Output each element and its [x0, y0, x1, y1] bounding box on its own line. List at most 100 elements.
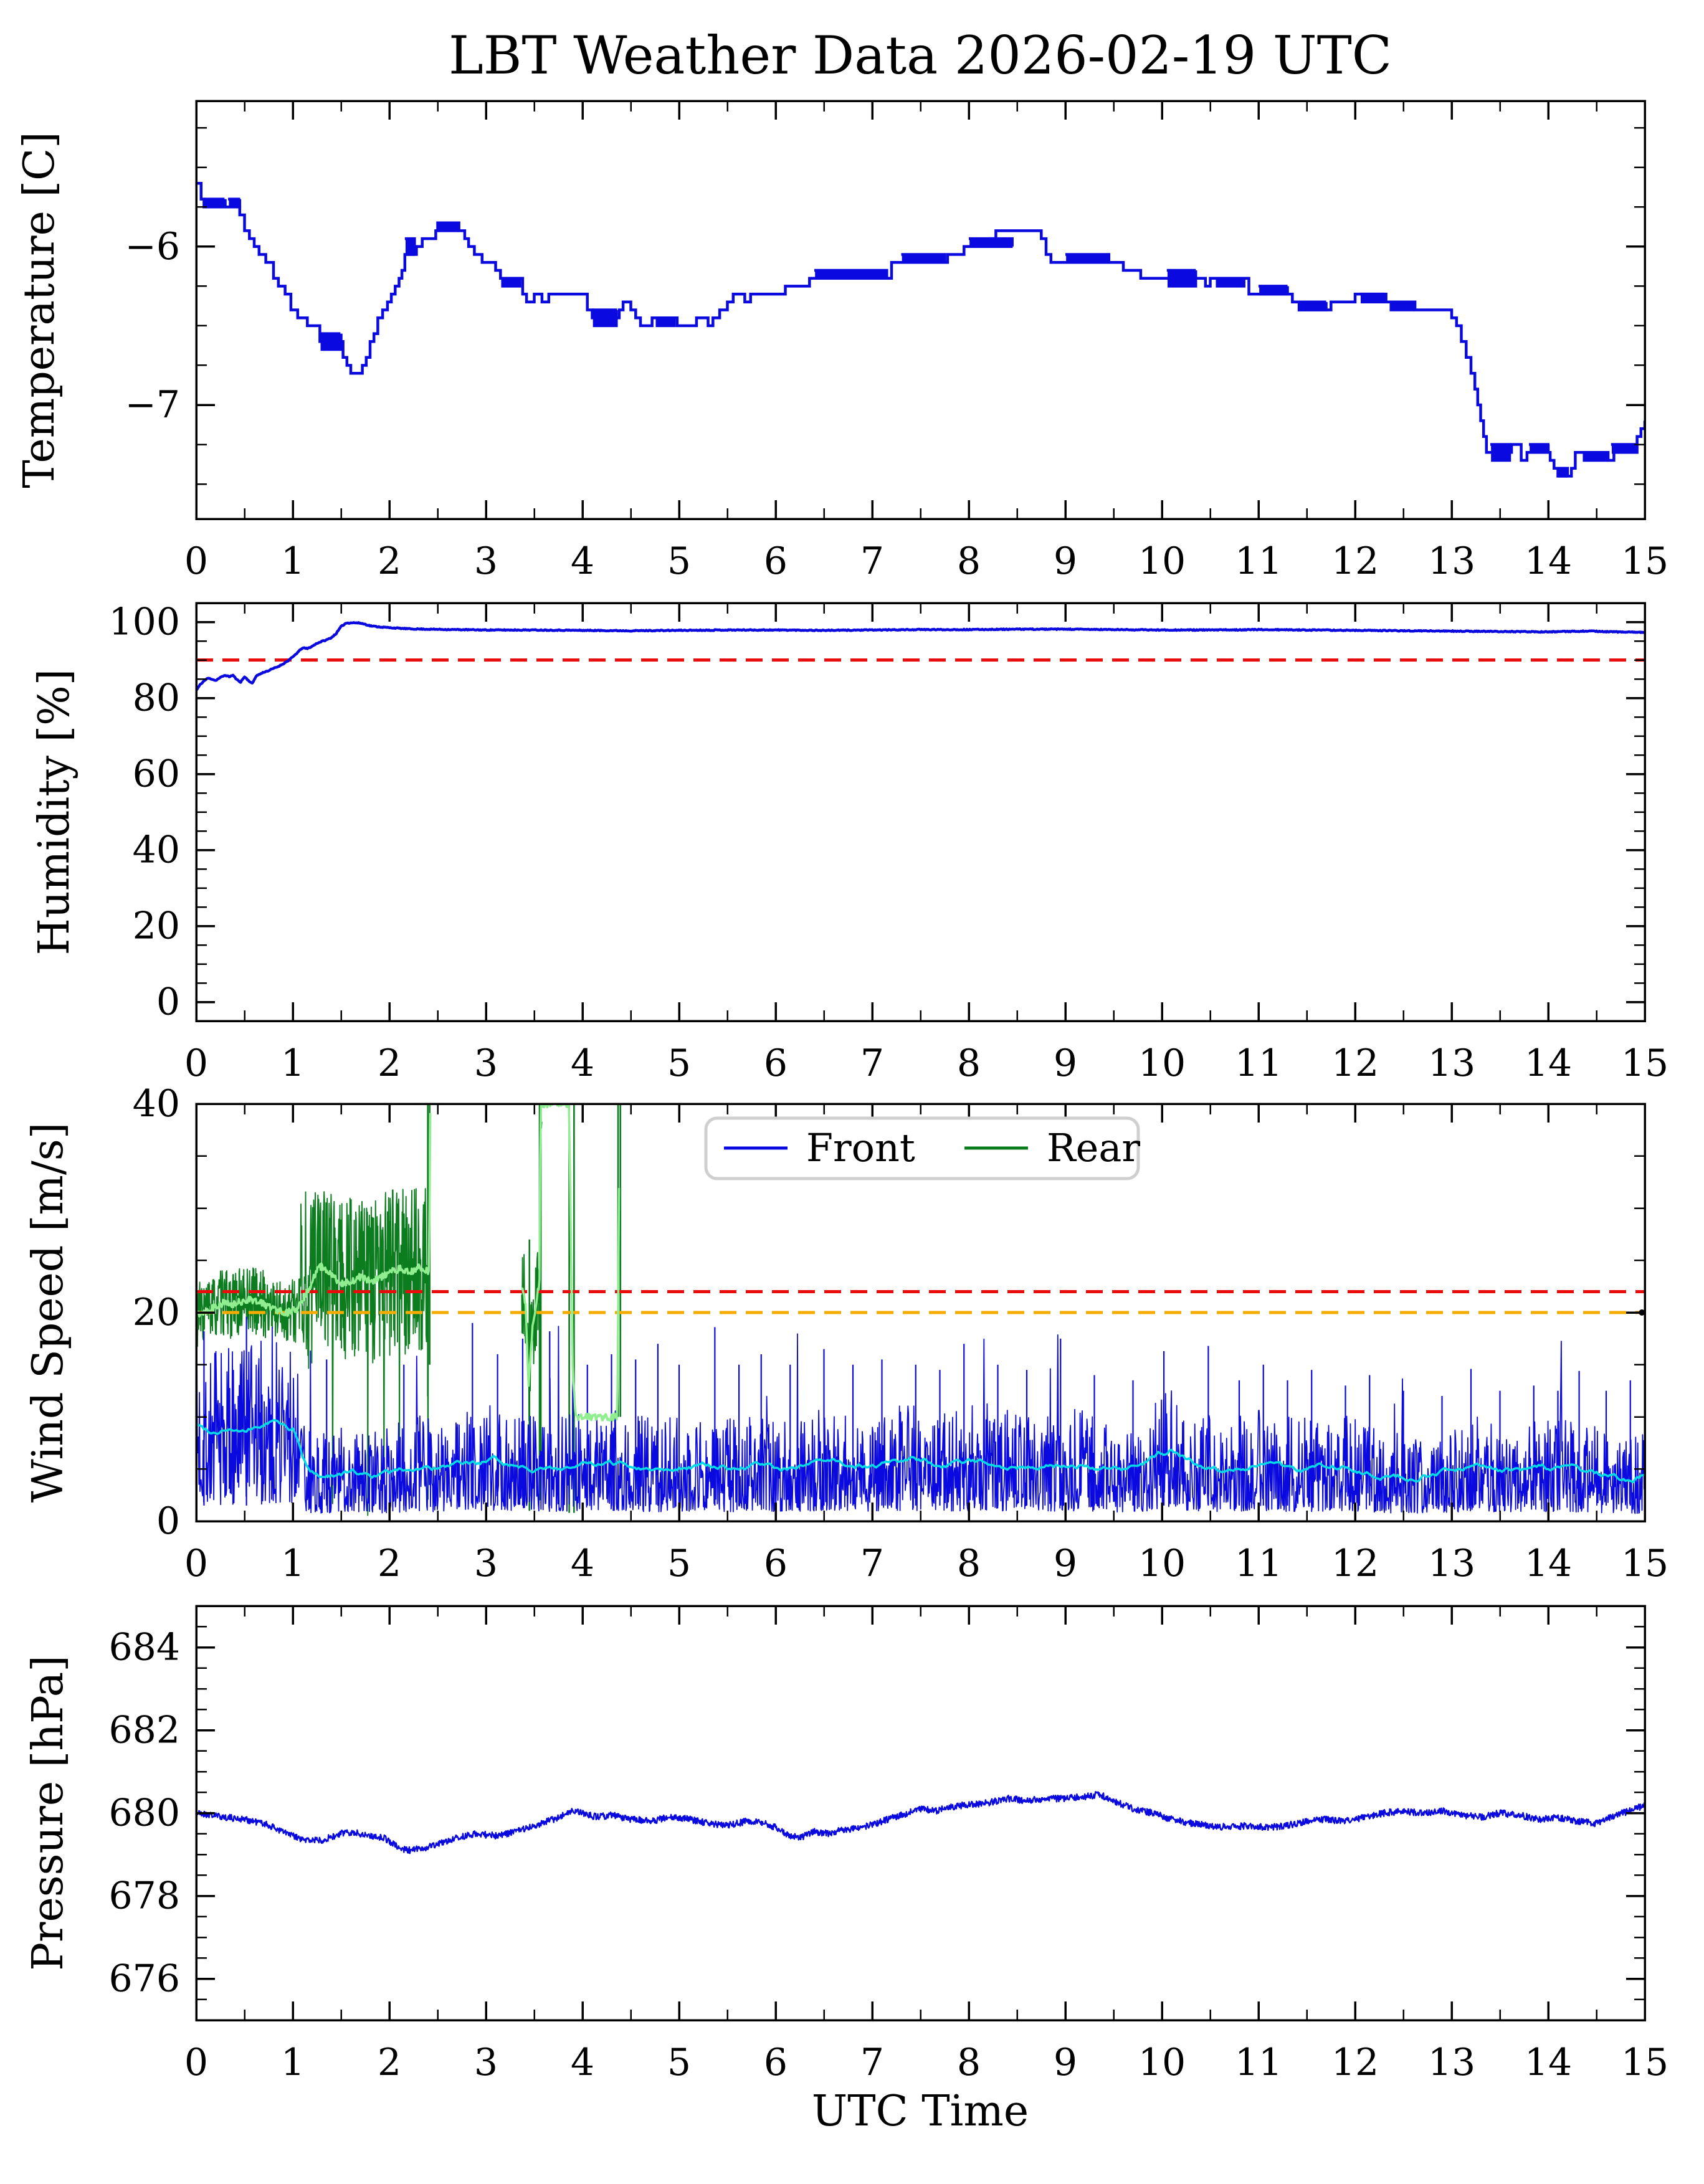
temperature-toggle-cluster — [1215, 277, 1245, 288]
temperature-toggle-cluster — [1259, 285, 1289, 296]
temperature-toggle-cluster — [1529, 443, 1550, 454]
temperature-xtick-label: 6 — [764, 539, 788, 583]
wind_speed-ytick-label: 0 — [156, 1499, 180, 1543]
temperature-toggle-cluster — [500, 277, 521, 288]
temperature-ytick-label: −7 — [125, 383, 180, 427]
temperature-toggle-cluster — [437, 221, 459, 232]
wind_speed-xtick-label: 3 — [474, 1542, 498, 1585]
humidity-xtick-label: 8 — [957, 1042, 981, 1085]
temperature-xtick-label: 4 — [571, 539, 594, 583]
pressure-xtick-label: 15 — [1621, 2041, 1668, 2084]
temperature-xtick-label: 1 — [281, 539, 305, 583]
humidity-xtick-label: 4 — [571, 1042, 594, 1085]
wind_speed-ytick-label: 40 — [133, 1082, 180, 1126]
temperature-toggle-cluster — [204, 197, 227, 209]
humidity-xtick-label: 9 — [1054, 1042, 1077, 1085]
humidity-xtick-label: 15 — [1621, 1042, 1668, 1085]
temperature-xtick-label: 15 — [1621, 539, 1668, 583]
temperature-toggle-cluster — [1558, 467, 1569, 478]
wind-rear-mean — [521, 1104, 621, 1422]
wind_speed-xtick-label: 2 — [378, 1542, 401, 1585]
pressure-line — [196, 1791, 1645, 1854]
temperature-xtick-label: 9 — [1054, 539, 1077, 583]
pressure-frame — [195, 1605, 1646, 2021]
humidity-xtick-label: 3 — [474, 1042, 498, 1085]
humidity-ytick-label: 40 — [133, 828, 180, 872]
pressure-xtick-label: 9 — [1054, 2041, 1077, 2084]
humidity-ytick-label: 80 — [133, 677, 180, 720]
temperature-toggle-cluster — [228, 197, 242, 209]
panel-temperature: Temperature [C] −6−70 1 2 3 4 5 6 7 8 9 10 11 12 13 14… — [15, 100, 1668, 583]
pressure-xtick-label: 14 — [1525, 2041, 1572, 2084]
pressure-xtick-label: 13 — [1428, 2041, 1475, 2084]
temperature-xtick-label: 14 — [1525, 539, 1572, 583]
wind_speed-xtick-label: 13 — [1428, 1542, 1475, 1585]
pressure-ytick-label: 682 — [108, 1709, 180, 1752]
temperature-toggle-cluster — [1359, 292, 1386, 304]
temperature-ytick-label: −6 — [125, 225, 180, 268]
temperature-toggle-cluster — [901, 253, 946, 264]
wind_speed-xtick-label: 1 — [281, 1542, 305, 1585]
temperature-xtick-label: 2 — [378, 539, 401, 583]
wind_speed-plot-area — [196, 1104, 1645, 1516]
temperature-toggle-cluster — [1389, 300, 1415, 311]
wind_speed-xtick-label: 6 — [764, 1542, 788, 1585]
pressure-xtick-label: 11 — [1235, 2041, 1282, 2084]
pressure-xtick-label: 12 — [1331, 2041, 1379, 2084]
humidity-xtick-label: 2 — [378, 1042, 401, 1085]
temperature-toggle-cluster — [404, 237, 416, 256]
humidity-xtick-label: 12 — [1331, 1042, 1379, 1085]
temperature-toggle-cluster — [655, 316, 676, 328]
wind-rear-mean — [196, 1113, 432, 1318]
wind_speed-ytick-label: 20 — [133, 1291, 180, 1334]
pressure-xtick-label: 6 — [764, 2041, 788, 2084]
humidity-xtick-label: 6 — [764, 1042, 788, 1085]
pressure-plot-area — [196, 1791, 1645, 1854]
temperature-toggle-cluster — [592, 308, 618, 328]
ylabel-wind-speed: Wind Speed [m/s] — [24, 1123, 73, 1503]
temperature-xtick-label: 0 — [184, 539, 208, 583]
pressure-xtick-label: 3 — [474, 2041, 498, 2084]
figure-title: LBT Weather Data 2026-02-19 UTC — [449, 25, 1392, 86]
ylabel-temperature: Temperature [C] — [15, 131, 64, 488]
ylabel-pressure: Pressure [hPa] — [24, 1655, 73, 1971]
temperature-toggle-cluster — [1582, 451, 1608, 462]
temperature-xtick-label: 13 — [1428, 539, 1475, 583]
legend-rear-label: Rear — [1047, 1125, 1140, 1170]
humidity-xtick-label: 11 — [1235, 1042, 1282, 1085]
humidity-frame — [195, 602, 1646, 1022]
humidity-ytick-label: 0 — [156, 980, 180, 1024]
humidity-xtick-label: 7 — [860, 1042, 884, 1085]
temperature-xtick-label: 3 — [474, 539, 498, 583]
wind-front-raw — [196, 1326, 1645, 1514]
x-axis-label: UTC Time — [812, 2087, 1029, 2136]
temperature-xtick-label: 7 — [860, 539, 884, 583]
wind-rear-raw — [196, 1267, 301, 1347]
humidity-xtick-label: 5 — [667, 1042, 691, 1085]
pressure-xtick-label: 8 — [957, 2041, 981, 2084]
legend-front-label: Front — [806, 1125, 915, 1170]
temperature-toggle-cluster — [1166, 268, 1197, 288]
humidity-xtick-label: 10 — [1138, 1042, 1186, 1085]
wind_speed-xtick-label: 14 — [1525, 1542, 1572, 1585]
pressure-ytick-label: 684 — [108, 1626, 180, 1669]
temperature-xtick-label: 10 — [1138, 539, 1186, 583]
pressure-xtick-label: 10 — [1138, 2041, 1186, 2084]
temperature-toggle-cluster — [969, 237, 1014, 249]
temperature-xtick-label: 5 — [667, 539, 691, 583]
humidity-plot-area — [196, 621, 1645, 691]
legend-frame — [704, 1116, 1140, 1180]
axes-temperature: −6−70 1 2 3 4 5 6 7 8 9 10 11 12 13 14 15 — [125, 100, 1668, 583]
temperature-toggle-cluster — [1297, 300, 1328, 311]
wind_speed-xtick-label: 8 — [957, 1542, 981, 1585]
humidity-xtick-label: 14 — [1525, 1042, 1572, 1085]
humidity-line — [196, 621, 1645, 691]
humidity-xtick-label: 0 — [184, 1042, 208, 1085]
pressure-xtick-label: 4 — [571, 2041, 594, 2084]
humidity-xtick-label: 1 — [281, 1042, 305, 1085]
temperature-xtick-label: 11 — [1235, 539, 1282, 583]
